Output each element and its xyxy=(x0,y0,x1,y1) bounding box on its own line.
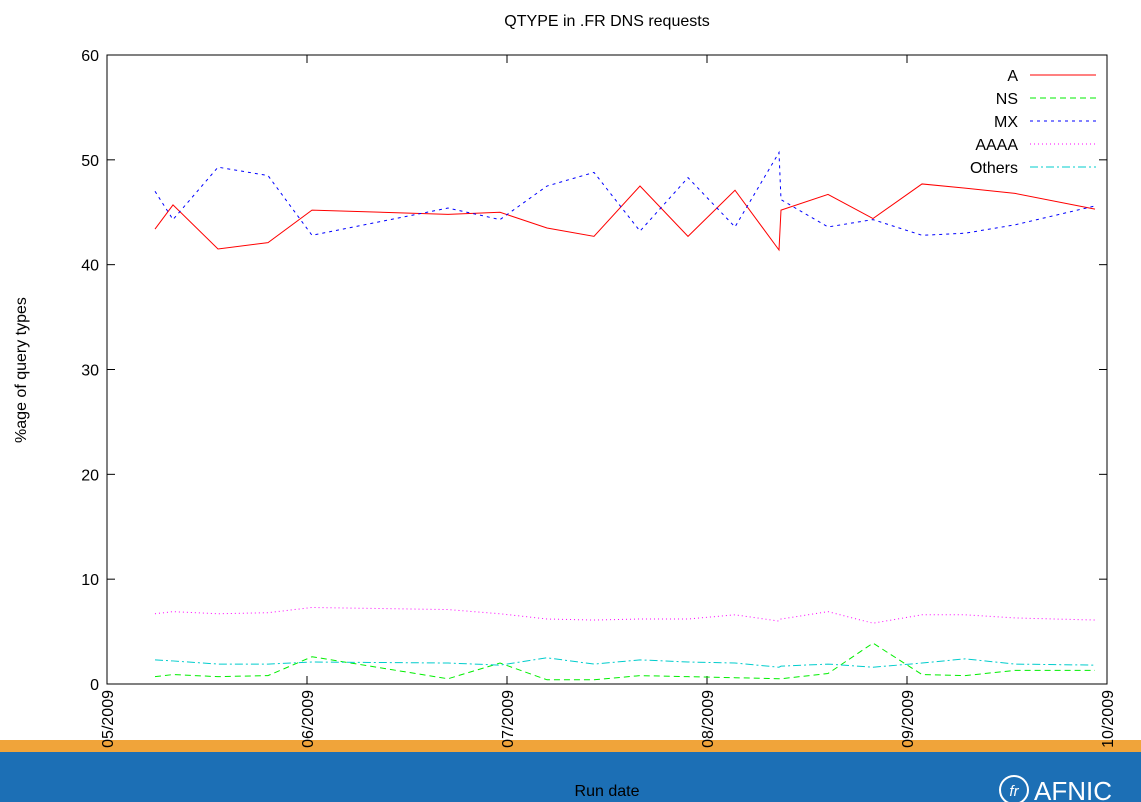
legend-label: Others xyxy=(970,160,1018,177)
series-line xyxy=(154,657,1096,668)
chart-title: QTYPE in .FR DNS requests xyxy=(504,13,709,30)
x-tick-label: 09/2009 xyxy=(900,690,917,748)
banner-stripe xyxy=(0,740,1141,752)
y-tick-label: 40 xyxy=(81,258,99,275)
legend-label: AAAA xyxy=(975,137,1018,154)
y-tick-label: 20 xyxy=(81,467,99,484)
y-tick-label: 50 xyxy=(81,153,99,170)
x-tick-label: 06/2009 xyxy=(300,690,317,748)
series-line xyxy=(154,183,1096,252)
y-tick-label: 30 xyxy=(81,363,99,380)
y-axis-label: %age of query types xyxy=(13,297,30,443)
series-line xyxy=(154,606,1096,624)
y-tick-label: 0 xyxy=(90,677,99,694)
logo-circle xyxy=(999,775,1029,802)
legend-label: A xyxy=(1007,68,1018,85)
x-axis-label: Run date xyxy=(575,783,640,800)
y-tick-label: 60 xyxy=(81,48,99,65)
x-tick-label: 05/2009 xyxy=(100,690,117,748)
logo-mark: fr xyxy=(1009,783,1019,800)
x-tick-label: 10/2009 xyxy=(1100,690,1117,748)
legend-label: NS xyxy=(996,91,1018,108)
x-tick-label: 07/2009 xyxy=(500,690,517,748)
logo-text: AFNIC xyxy=(1034,776,1112,802)
banner xyxy=(0,752,1141,802)
y-tick-label: 10 xyxy=(81,572,99,589)
plot-frame xyxy=(106,54,1108,685)
legend-label: MX xyxy=(994,114,1018,131)
series-line xyxy=(154,642,1095,681)
x-tick-label: 08/2009 xyxy=(700,690,717,748)
series-line xyxy=(154,150,1096,236)
